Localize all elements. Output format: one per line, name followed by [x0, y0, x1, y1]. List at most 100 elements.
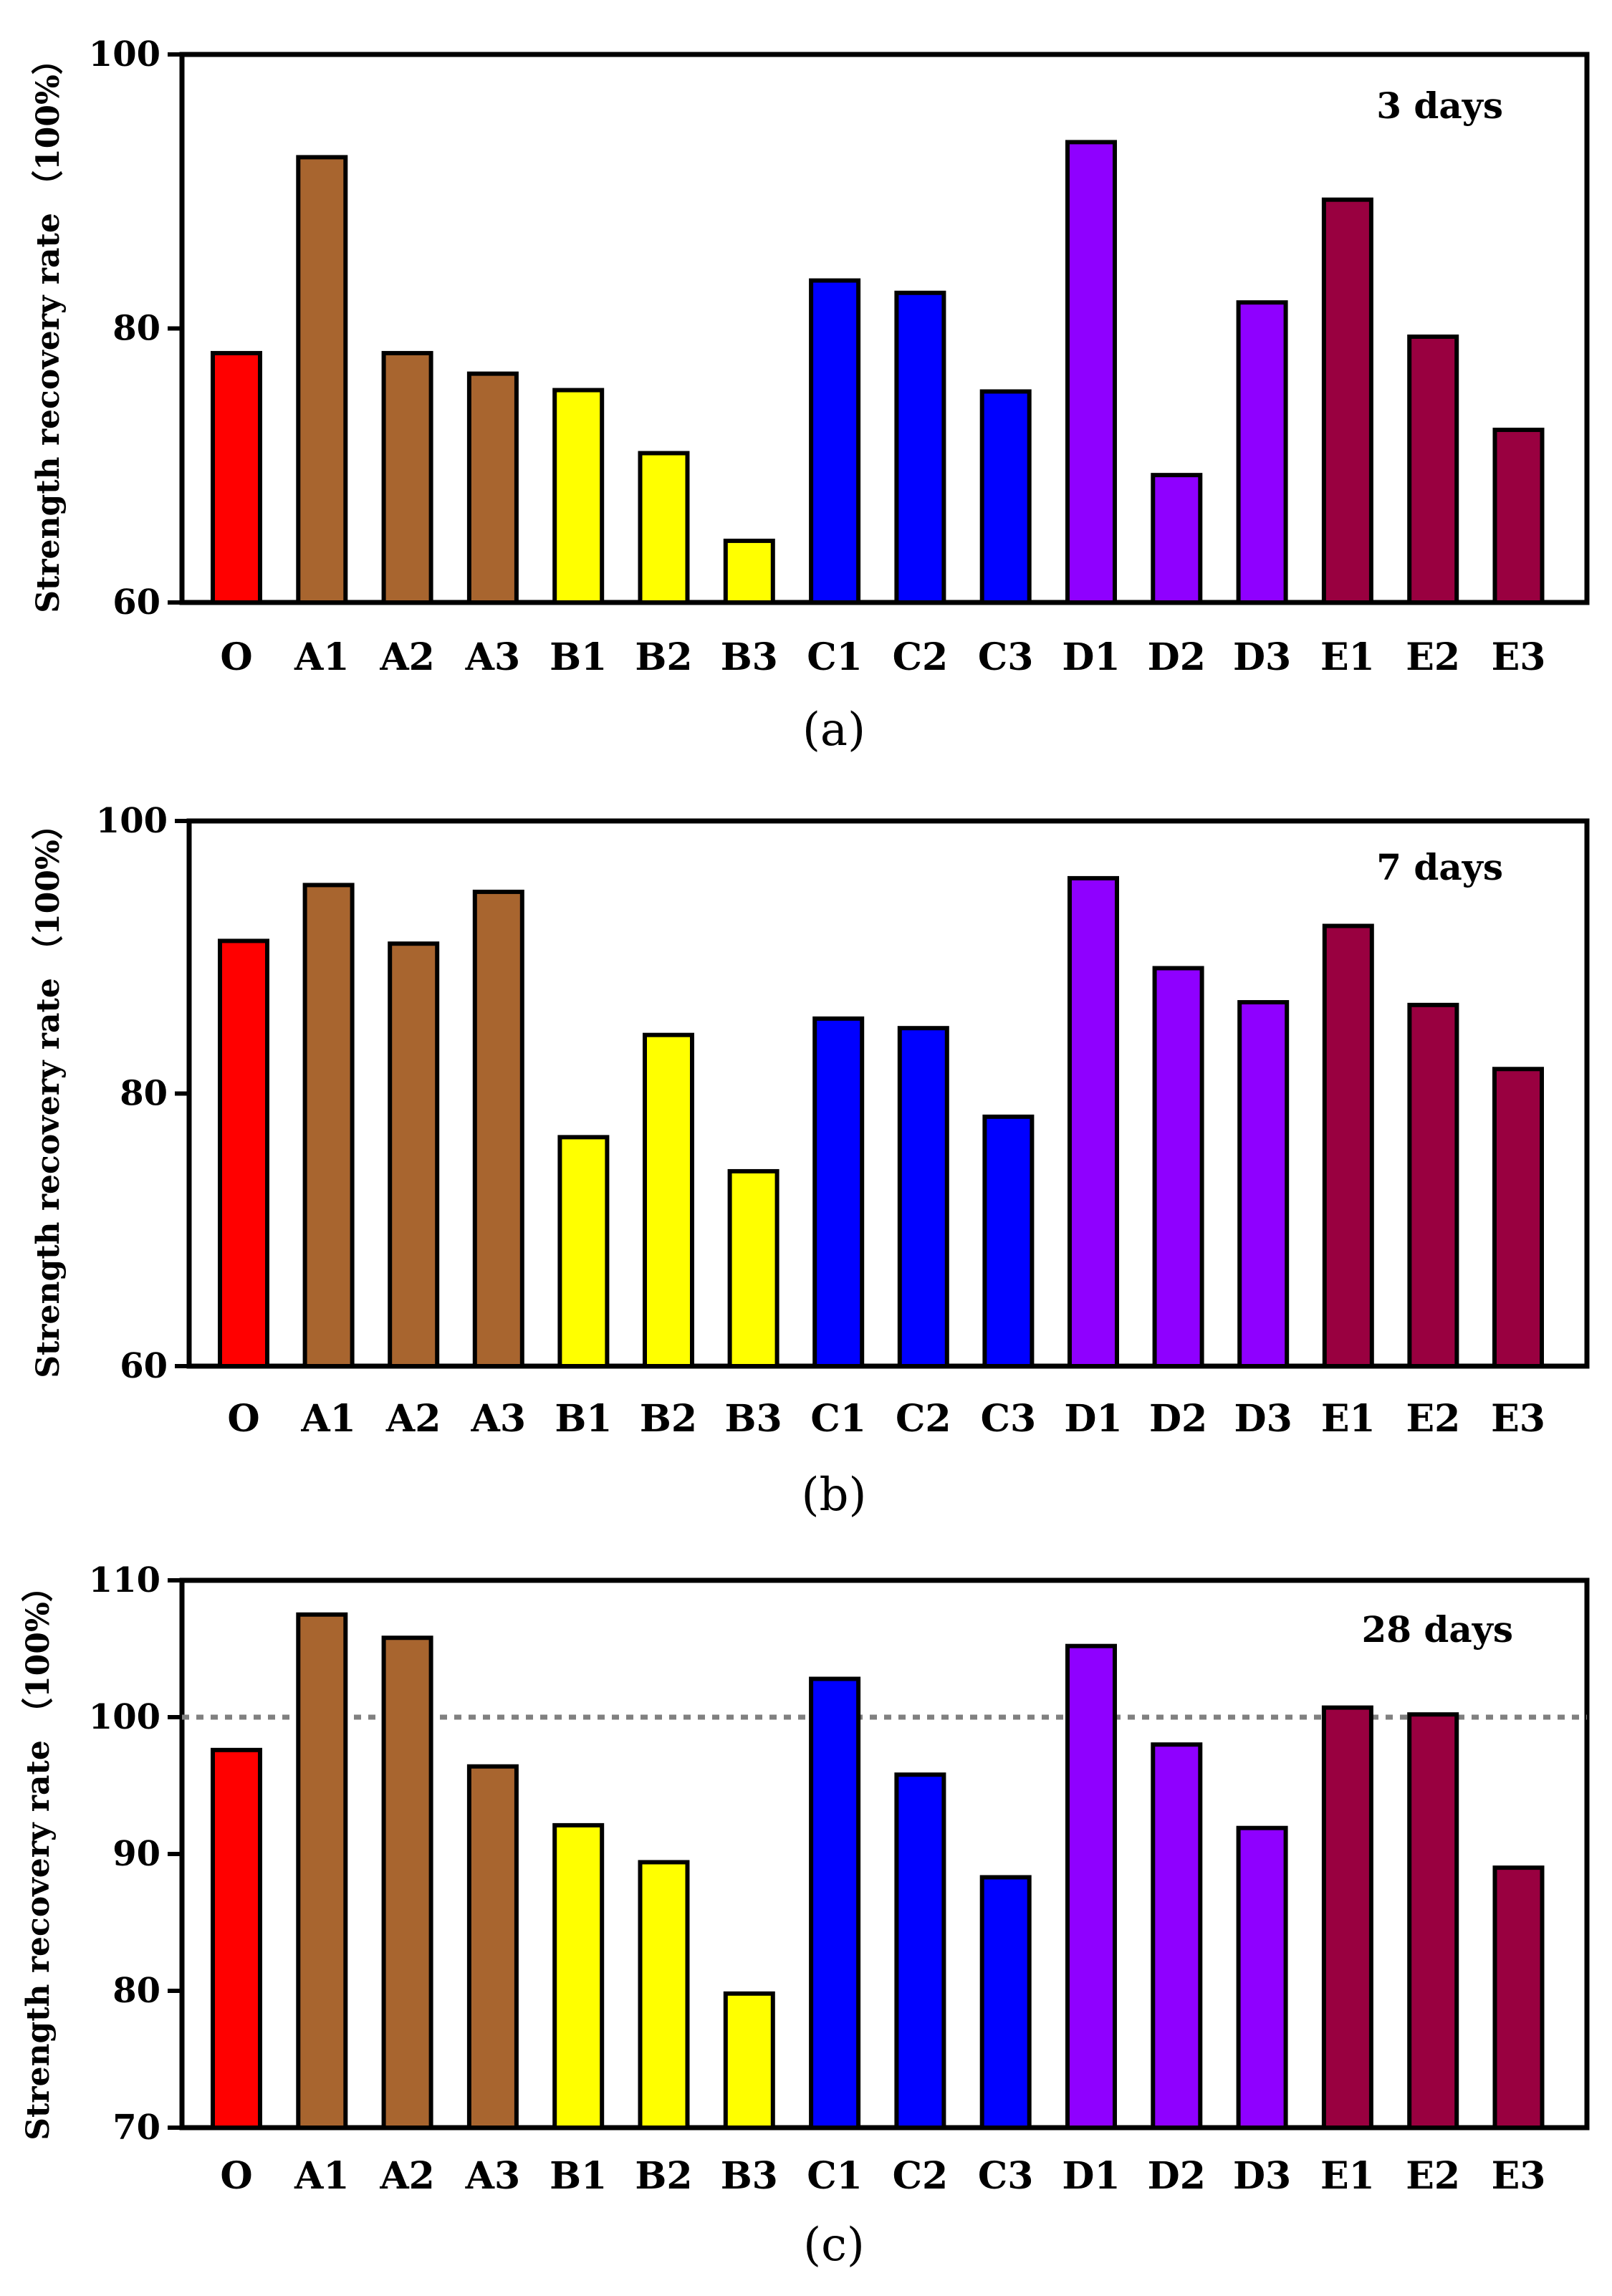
bar-C3	[982, 1114, 1035, 1369]
y-axis-label: Strength recovery rate （100%）	[30, 43, 67, 613]
x-tick-label-E3: E3	[1492, 635, 1546, 679]
y-tick-label: 90	[112, 1834, 160, 1874]
x-tick-label-E1: E1	[1320, 2154, 1375, 2198]
panel-annotation: 28 days	[1361, 1608, 1513, 1651]
bar-A3	[472, 889, 524, 1369]
y-tick-label: 100	[96, 801, 168, 841]
x-tick-label-E1: E1	[1321, 1397, 1376, 1441]
bar-B2	[638, 1860, 690, 2130]
x-tick-label-C3: C3	[978, 2154, 1034, 2198]
x-tick-label-B1: B1	[555, 1397, 612, 1441]
x-tick-label-D3: D3	[1234, 1397, 1292, 1441]
bar-B1	[552, 1822, 605, 2130]
bar-D1	[1065, 140, 1117, 605]
bar-E1	[1322, 923, 1374, 1369]
bar-C1	[812, 1016, 865, 1369]
x-tick-label-B3: B3	[721, 635, 778, 679]
y-axis-ticks: 60 80 100	[89, 34, 182, 623]
bar-A2	[381, 1635, 433, 2130]
bar-B3	[727, 1168, 779, 1368]
x-tick-label-A3: A3	[465, 2154, 521, 2198]
y-tick-label: 80	[120, 1074, 168, 1114]
x-tick-label-C1: C1	[807, 2154, 863, 2198]
bar-D3	[1236, 1825, 1288, 2130]
x-tick-label-E3: E3	[1491, 1397, 1545, 1441]
y-tick-label: 60	[120, 1346, 168, 1386]
x-tick-label-A1: A1	[300, 1397, 356, 1441]
bar-group	[218, 875, 1544, 1369]
x-tick-label-D3: D3	[1233, 635, 1291, 679]
panel-caption: (a)	[802, 703, 865, 756]
bar-E3	[1492, 428, 1545, 605]
x-tick-label-O: O	[220, 2154, 252, 2198]
bar-A1	[296, 155, 348, 605]
bar-O	[211, 1747, 262, 2131]
bar-C2	[894, 1772, 946, 2130]
bar-group	[182, 1612, 1587, 2131]
bar-O	[218, 938, 269, 1369]
x-tick-label-D1: D1	[1062, 635, 1120, 679]
x-tick-label-A1: A1	[294, 2154, 350, 2198]
bar-A1	[296, 1612, 348, 2130]
bar-E1	[1321, 197, 1373, 605]
x-tick-label-B3: B3	[721, 2154, 778, 2198]
bar-C2	[894, 290, 946, 605]
x-tick-label-E1: E1	[1320, 635, 1375, 679]
bar-E2	[1407, 1712, 1459, 2130]
y-axis-ticks: 70 80 90 100 110	[89, 1560, 182, 2148]
y-tick-label: 80	[112, 309, 160, 349]
bar-B1	[557, 1135, 610, 1368]
x-axis-labels: O A1 A2 A3 B1 B2 B3 C1 C2 C3 D1 D2 D3 E1 E2 E3	[220, 2154, 1545, 2198]
x-tick-label-O: O	[220, 635, 252, 679]
x-tick-label-A2: A2	[385, 1397, 441, 1441]
bar-C2	[897, 1026, 949, 1369]
y-tick-label: 80	[112, 1971, 160, 2011]
x-axis-labels: O A1 A2 A3 B1 B2 B3 C1 C2 C3 D1 D2 D3 E1 E2 E3	[227, 1397, 1545, 1441]
bar-B2	[643, 1032, 694, 1368]
x-tick-label-B1: B1	[550, 2154, 607, 2198]
x-tick-label-D2: D2	[1149, 1397, 1207, 1441]
x-tick-label-C3: C3	[981, 1397, 1037, 1441]
x-tick-label-E2: E2	[1406, 1397, 1460, 1441]
bar-D3	[1236, 300, 1288, 605]
bar-O	[211, 350, 262, 605]
panel-annotation: 7 days	[1376, 846, 1503, 888]
x-tick-label-D1: D1	[1064, 1397, 1122, 1441]
bar-D2	[1151, 1742, 1203, 2130]
bar-D2	[1151, 473, 1203, 605]
x-tick-label-C2: C2	[893, 635, 949, 679]
y-axis-label: Strength recovery rate （100%）	[20, 1570, 57, 2141]
x-tick-label-A3: A3	[471, 1397, 527, 1441]
bar-B2	[638, 451, 690, 605]
x-tick-label-A2: A2	[379, 2154, 435, 2198]
bar-B3	[723, 538, 775, 605]
bar-C1	[809, 1676, 861, 2130]
bar-D1	[1065, 1643, 1117, 2130]
bar-B3	[723, 1991, 775, 2131]
panel-annotation: 3 days	[1376, 85, 1503, 127]
bar-A3	[466, 371, 519, 605]
x-tick-label-C1: C1	[807, 635, 863, 679]
x-tick-label-C2: C2	[896, 1397, 951, 1441]
x-tick-label-B1: B1	[550, 635, 607, 679]
bar-A2	[388, 941, 440, 1368]
x-tick-label-C3: C3	[978, 635, 1034, 679]
y-tick-label: 100	[89, 34, 160, 75]
bar-D2	[1152, 966, 1204, 1368]
y-axis-label: Strength recovery rate （100%）	[30, 808, 67, 1378]
bar-group	[211, 140, 1545, 605]
x-tick-label-E2: E2	[1406, 635, 1460, 679]
bar-E2	[1407, 1002, 1459, 1369]
x-tick-label-A1: A1	[294, 635, 350, 679]
x-tick-label-D2: D2	[1148, 2154, 1206, 2198]
bar-B1	[552, 388, 605, 605]
x-tick-label-B2: B2	[640, 1397, 697, 1441]
bar-D3	[1237, 1000, 1290, 1368]
x-tick-label-C1: C1	[810, 1397, 866, 1441]
x-tick-label-E2: E2	[1406, 2154, 1460, 2198]
y-tick-label: 70	[112, 2108, 160, 2148]
panel-caption: (b)	[802, 1469, 867, 1522]
